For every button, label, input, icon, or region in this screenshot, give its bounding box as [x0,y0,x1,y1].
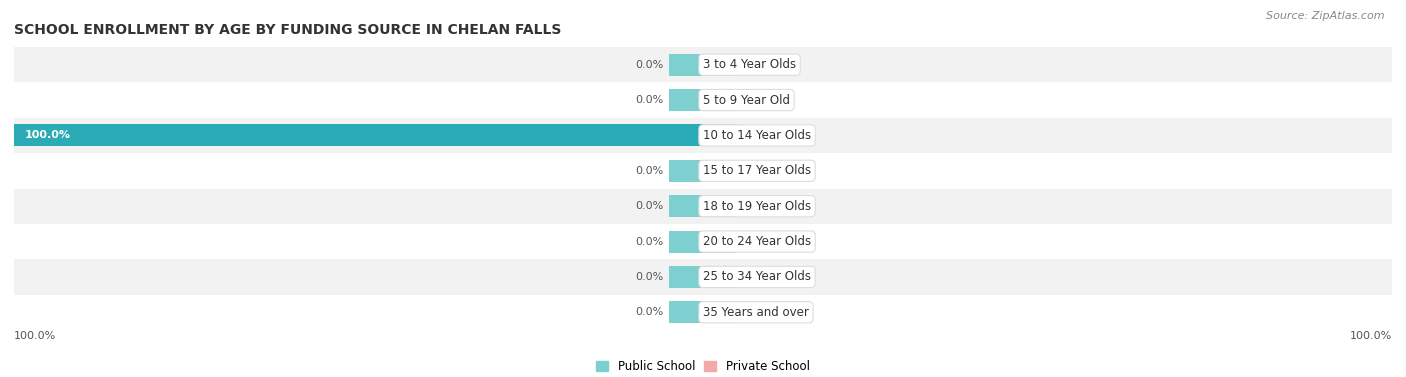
Bar [703,54,738,76]
Bar [703,301,738,323]
Text: 0.0%: 0.0% [742,130,772,141]
Bar [703,266,738,288]
Text: 10 to 14 Year Olds: 10 to 14 Year Olds [703,129,811,142]
Bar [703,160,738,182]
Text: 100.0%: 100.0% [1350,331,1392,342]
Text: Source: ZipAtlas.com: Source: ZipAtlas.com [1267,11,1385,21]
Text: 35 Years and over: 35 Years and over [703,306,808,319]
Bar [14,224,1392,259]
Bar [14,83,1392,118]
Text: 20 to 24 Year Olds: 20 to 24 Year Olds [703,235,811,248]
Bar [14,118,1392,153]
Text: 0.0%: 0.0% [742,272,772,282]
Bar [669,89,703,111]
Bar [669,195,703,217]
Bar [14,124,703,146]
Text: 0.0%: 0.0% [634,95,664,105]
Text: 0.0%: 0.0% [742,166,772,176]
Bar [14,188,1392,224]
Bar [669,160,703,182]
Text: 0.0%: 0.0% [634,201,664,211]
Bar [703,124,738,146]
Bar [669,301,703,323]
Bar [669,231,703,253]
Bar [703,231,738,253]
Text: 0.0%: 0.0% [742,60,772,70]
Bar [14,259,1392,294]
Text: 5 to 9 Year Old: 5 to 9 Year Old [703,93,790,107]
Text: 0.0%: 0.0% [742,201,772,211]
Text: 0.0%: 0.0% [742,236,772,247]
Text: SCHOOL ENROLLMENT BY AGE BY FUNDING SOURCE IN CHELAN FALLS: SCHOOL ENROLLMENT BY AGE BY FUNDING SOUR… [14,23,561,37]
Text: 100.0%: 100.0% [14,331,56,342]
Text: 0.0%: 0.0% [634,307,664,317]
Text: 0.0%: 0.0% [634,166,664,176]
Text: 100.0%: 100.0% [24,130,70,141]
Text: 25 to 34 Year Olds: 25 to 34 Year Olds [703,270,811,284]
Bar [703,89,738,111]
Text: 15 to 17 Year Olds: 15 to 17 Year Olds [703,164,811,177]
Bar [14,153,1392,188]
Text: 0.0%: 0.0% [634,272,664,282]
Bar [14,47,1392,83]
Text: 0.0%: 0.0% [634,60,664,70]
Legend: Public School, Private School: Public School, Private School [592,355,814,377]
Text: 18 to 19 Year Olds: 18 to 19 Year Olds [703,200,811,213]
Bar [14,294,1392,330]
Bar [703,195,738,217]
Text: 0.0%: 0.0% [742,307,772,317]
Text: 3 to 4 Year Olds: 3 to 4 Year Olds [703,58,796,71]
Text: 0.0%: 0.0% [742,95,772,105]
Bar [669,54,703,76]
Text: 0.0%: 0.0% [634,236,664,247]
Bar [669,266,703,288]
